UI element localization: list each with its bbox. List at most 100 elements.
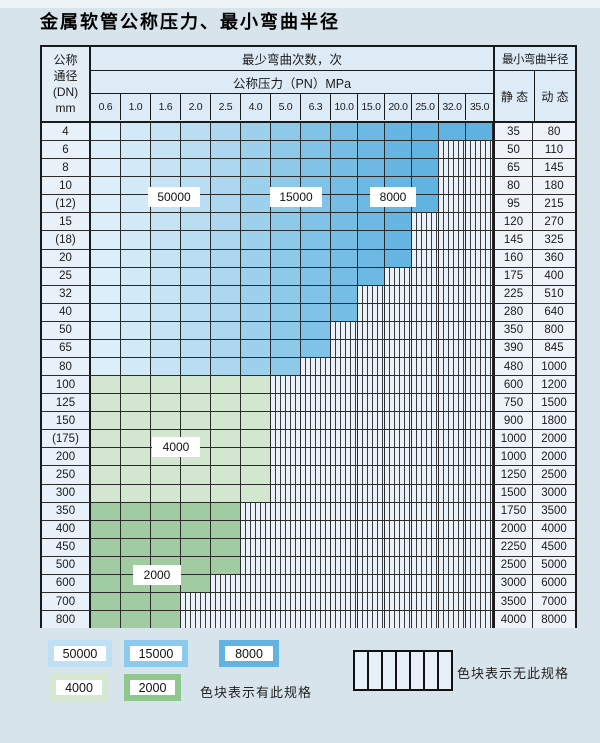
no-spec-cell [466, 213, 493, 231]
table-row: 100 600 1200 [42, 376, 575, 395]
spec-available-cell [181, 249, 211, 267]
no-spec-cell [241, 574, 271, 593]
no-spec-cell [412, 339, 439, 358]
spec-available-cell [181, 285, 211, 303]
table-row: 15 120 270 [42, 213, 575, 232]
spec-available-cell [271, 303, 301, 321]
spec-available-cell [301, 231, 331, 249]
no-spec-cell [271, 430, 301, 448]
spec-available-cell [151, 376, 181, 394]
no-spec-cell [466, 448, 493, 466]
spec-available-cell [91, 249, 121, 267]
no-spec-cell [358, 394, 385, 412]
dn-cell: 50 [42, 321, 91, 339]
table-row: 65 390 845 [42, 339, 575, 359]
spec-available-cell [151, 267, 181, 285]
spec-available-cell [121, 538, 151, 556]
spec-available-cell [181, 412, 211, 430]
spec-available-cell [91, 303, 121, 321]
spec-available-cell [385, 159, 412, 177]
no-spec-cell [301, 484, 331, 502]
spec-available-cell [91, 358, 121, 376]
no-spec-cell [439, 593, 466, 611]
dn-cell: 700 [42, 593, 91, 611]
dynamic-radius-cell: 1800 [533, 412, 575, 430]
no-spec-cell [466, 574, 493, 593]
no-spec-cell [439, 556, 466, 574]
no-spec-cell [358, 466, 385, 484]
spec-available-cell [91, 593, 121, 611]
dn-cell: 10 [42, 177, 91, 195]
static-radius-cell: 4000 [493, 611, 533, 629]
dn-cell: 350 [42, 502, 91, 520]
spec-available-cell [271, 141, 301, 159]
dynamic-radius-cell: 4500 [533, 538, 575, 556]
spec-available-cell [211, 376, 241, 394]
spec-available-cell [181, 556, 211, 574]
spec-available-cell [121, 412, 151, 430]
no-spec-cell [301, 556, 331, 574]
spec-available-cell [241, 466, 271, 484]
spec-available-cell [358, 231, 385, 249]
no-spec-cell [412, 611, 439, 629]
no-spec-cell [412, 285, 439, 303]
spec-available-cell [241, 321, 271, 339]
static-radius-cell: 3000 [493, 574, 533, 593]
dynamic-radius-cell: 1500 [533, 394, 575, 412]
no-spec-cell [385, 394, 412, 412]
spec-available-cell [121, 448, 151, 466]
spec-available-cell [91, 538, 121, 556]
no-spec-cell [301, 538, 331, 556]
spec-available-cell [211, 177, 241, 195]
no-spec-cell [331, 466, 358, 484]
no-spec-cell [466, 303, 493, 321]
spec-available-cell [151, 611, 181, 629]
pressure-col-header: 2.5 [211, 94, 241, 120]
page-top-strip [0, 0, 600, 8]
no-spec-cell [385, 611, 412, 629]
pressure-col-header: 6.3 [301, 94, 331, 120]
dynamic-radius-cell: 5000 [533, 556, 575, 574]
no-spec-cell [241, 593, 271, 611]
no-spec-cell [241, 556, 271, 574]
spec-available-cell [91, 611, 121, 629]
bend-cycles-value-label: 50000 [148, 187, 200, 207]
no-spec-cell [466, 285, 493, 303]
spec-available-cell [241, 249, 271, 267]
dynamic-radius-cell: 2500 [533, 466, 575, 484]
no-spec-cell [439, 412, 466, 430]
spec-available-cell [91, 123, 121, 141]
table-row: 50 350 800 [42, 321, 575, 340]
pressure-col-header: 15.0 [358, 94, 385, 120]
spec-available-cell [331, 267, 358, 285]
spec-available-cell [181, 574, 211, 593]
spec-available-cell [181, 231, 211, 249]
static-radius-cell: 35 [493, 123, 533, 141]
no-spec-cell [271, 376, 301, 394]
pressure-col-header: 35.0 [469, 101, 490, 113]
spec-available-cell [385, 123, 412, 141]
spec-available-cell [211, 141, 241, 159]
static-radius-cell: 65 [493, 159, 533, 177]
legend-swatch: 15000 [124, 640, 188, 667]
spec-available-cell [151, 339, 181, 358]
no-spec-cell [412, 593, 439, 611]
dn-cell: 300 [42, 484, 91, 502]
no-spec-cell [271, 412, 301, 430]
spec-available-cell [331, 213, 358, 231]
table-row: 700 3500 7000 [42, 593, 575, 612]
spec-available-cell [385, 231, 412, 249]
spec-available-cell [151, 593, 181, 611]
table-row: 80 480 1000 [42, 358, 575, 377]
spec-available-cell [181, 141, 211, 159]
spec-available-cell [121, 141, 151, 159]
no-spec-cell [271, 484, 301, 502]
spec-available-cell [121, 285, 151, 303]
no-spec-cell [301, 574, 331, 593]
table-row: 300 1500 3000 [42, 484, 575, 503]
no-spec-cell [385, 412, 412, 430]
dn-cell: 32 [42, 285, 91, 303]
pressure-columns-row: 0.6 1.0 1.6 2.0 2.5 4.0 5.0 6.3 10.0 15.0 20.0 25.0… [91, 94, 493, 120]
dn-cell: (18) [42, 231, 91, 249]
spec-available-cell [241, 484, 271, 502]
